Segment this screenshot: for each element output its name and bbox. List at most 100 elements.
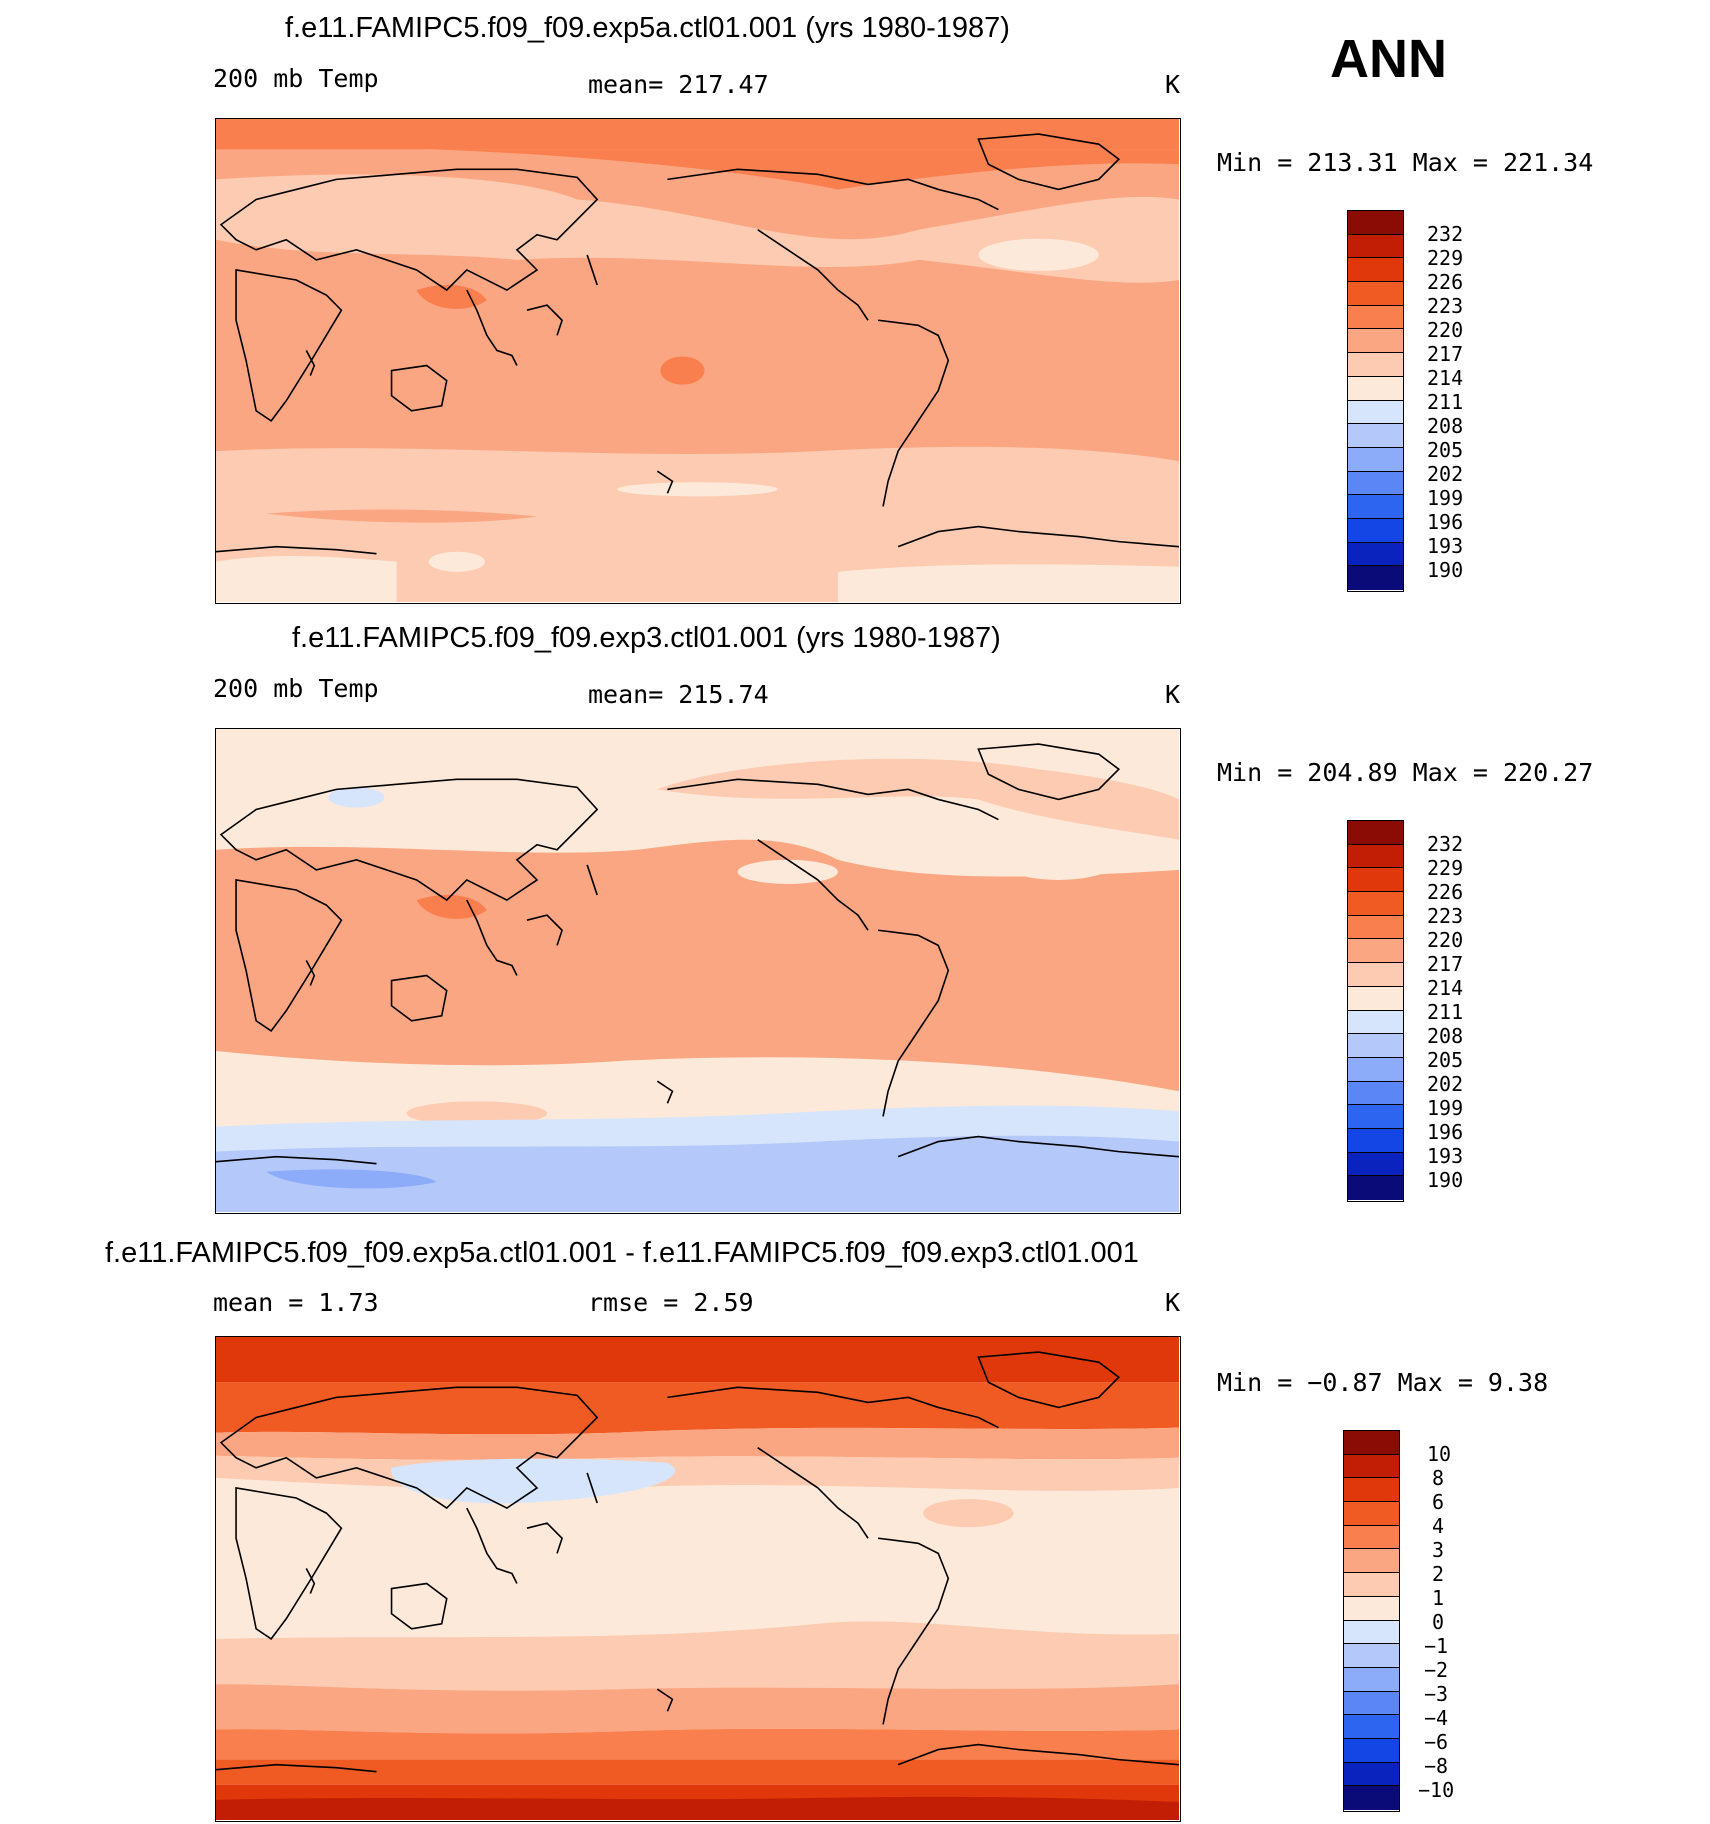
panel1-field-antarctic-min-west	[216, 555, 397, 602]
panel3-field-south-2	[216, 1684, 1179, 1734]
panel2-colorbar-label: 232	[1427, 832, 1464, 856]
panel1-title: f.e11.FAMIPC5.f09_f09.exp5a.ctl01.001 (y…	[285, 12, 1010, 44]
panel3-colorbar-swatch	[1344, 1762, 1399, 1787]
panel3-colorbar-label: 2	[1432, 1562, 1445, 1586]
panel2-colorbar-swatch	[1348, 1128, 1403, 1153]
panel3-colorbar-label: −10	[1418, 1778, 1455, 1802]
panel1-units-label: K	[1165, 70, 1181, 99]
panel2-colorbar-label: 214	[1427, 976, 1464, 1000]
panel2-map	[215, 728, 1181, 1214]
season-label: ANN	[1330, 29, 1447, 89]
panel1-colorbar-swatch	[1348, 471, 1403, 496]
panel1-colorbar-swatch	[1348, 447, 1403, 472]
panel2-units-label: K	[1165, 680, 1181, 709]
panel3-colorbar-swatch	[1344, 1738, 1399, 1763]
panel1-colorbar-label: 208	[1427, 414, 1464, 438]
panel2-variable-label: 200 mb Temp	[213, 674, 379, 703]
panel3-field-arctic-2	[216, 1427, 1179, 1460]
panel2-colorbar-swatch	[1348, 1010, 1403, 1035]
panel3-colorbar-label: 10	[1427, 1442, 1452, 1466]
panel3-colorbar-swatch	[1344, 1786, 1399, 1810]
panel3-colorbar-swatch	[1344, 1644, 1399, 1668]
panel1-field-south-band	[266, 509, 537, 523]
panel3-colorbar-label: −4	[1424, 1706, 1449, 1730]
panel1-colorbar-swatch	[1348, 258, 1403, 283]
panel1-field-south-min	[617, 482, 778, 497]
panel1-mean-label: mean= 217.47	[588, 70, 769, 99]
panel2-colorbar-label: 208	[1427, 1024, 1464, 1048]
panel2-colorbar-label: 199	[1427, 1096, 1464, 1120]
panel2-coastlines	[216, 743, 1179, 1165]
panel2-minmax: Min = 204.89 Max = 220.27	[1217, 758, 1594, 787]
panel1-coastlines	[216, 133, 1179, 555]
panel1-colorbar-swatch	[1348, 329, 1403, 354]
panel3-field-arctic-4	[216, 1382, 1179, 1435]
panel1-field-arctic	[216, 119, 1179, 150]
panel2-field-polar-min	[266, 1169, 437, 1189]
panel1-field-antarctic-min-east	[837, 564, 1179, 602]
panel2-field-south-band	[406, 1101, 548, 1126]
panel2-colorbar-swatch	[1348, 963, 1403, 987]
panel1-map-svg	[216, 119, 1179, 602]
panel1-colorbar-swatch	[1348, 305, 1403, 330]
panel3-colorbar-label: −1	[1424, 1634, 1449, 1658]
panel3-colorbar-label: 0	[1432, 1610, 1445, 1634]
panel2-colorbar-swatch	[1348, 1034, 1403, 1058]
panel2-colorbar-label: 217	[1427, 952, 1464, 976]
panel1-colorbar-label: 214	[1427, 366, 1464, 390]
panel1-field-atlantic-min	[978, 238, 1099, 271]
panel2-colorbar-swatch	[1348, 821, 1403, 845]
panel3-title: f.e11.FAMIPC5.f09_f09.exp5a.ctl01.001 - …	[105, 1237, 1139, 1269]
panel2-field-polar	[216, 1135, 1179, 1212]
panel2-field-tibet-max	[416, 894, 487, 919]
panel2-mean-label: mean= 215.74	[588, 680, 769, 709]
panel2-colorbar-swatch	[1348, 986, 1403, 1011]
panel2-colorbar-label: 223	[1427, 904, 1464, 928]
panel3-rmse-label: rmse = 2.59	[588, 1288, 754, 1317]
panel1-colorbar-swatch	[1348, 424, 1403, 448]
panel3-colorbar-label: −2	[1424, 1658, 1449, 1682]
panel2-colorbar-label: 202	[1427, 1072, 1464, 1096]
panel1-colorbar-label: 205	[1427, 438, 1464, 462]
panel3-field-atlantic-patch	[923, 1499, 1014, 1528]
panel3-field-south-1	[216, 1621, 1179, 1691]
panel3-coastlines	[216, 1351, 1179, 1773]
panel1-minmax: Min = 213.31 Max = 221.34	[1217, 148, 1594, 177]
panel2-colorbar-swatch	[1348, 1081, 1403, 1106]
panel3-colorbar-label: 6	[1432, 1490, 1445, 1514]
panel1-colorbar	[1347, 210, 1404, 592]
panel2-map-svg	[216, 729, 1179, 1212]
panel2-colorbar-swatch	[1348, 892, 1403, 916]
panel1-colorbar-swatch	[1348, 211, 1403, 235]
panel3-field-arctic-6	[216, 1337, 1179, 1383]
panel3-colorbar-swatch	[1344, 1573, 1399, 1597]
panel1-colorbar-label: 220	[1427, 318, 1464, 342]
panel1-colorbar-label: 223	[1427, 294, 1464, 318]
panel3-colorbar-swatch	[1344, 1431, 1399, 1455]
panel2-colorbar-swatch	[1348, 868, 1403, 893]
panel3-colorbar-swatch	[1344, 1667, 1399, 1692]
panel1-colorbar-swatch	[1348, 353, 1403, 377]
panel3-colorbar-label: −8	[1424, 1754, 1449, 1778]
panel2-title: f.e11.FAMIPC5.f09_f09.exp3.ctl01.001 (yr…	[292, 622, 1001, 654]
panel3-colorbar-label: 8	[1432, 1466, 1445, 1490]
panel3-units-label: K	[1165, 1288, 1181, 1317]
panel3-colorbar-swatch	[1344, 1715, 1399, 1739]
panel1-field-antarctic-min-center	[428, 551, 485, 572]
panel1-colorbar-label: 196	[1427, 510, 1464, 534]
panel3-colorbar-label: 3	[1432, 1538, 1445, 1562]
panel3-minmax: Min = −0.87 Max = 9.38	[1217, 1368, 1549, 1397]
panel3-colorbar-swatch	[1344, 1502, 1399, 1526]
panel2-colorbar-label: 220	[1427, 928, 1464, 952]
panel2-colorbar-swatch	[1348, 1105, 1403, 1129]
panel1-colorbar-swatch	[1348, 518, 1403, 543]
panel2-colorbar-swatch	[1348, 939, 1403, 964]
panel2-field-north-band	[657, 758, 1179, 840]
panel1-colorbar-label: 229	[1427, 246, 1464, 270]
panel1-colorbar-label: 232	[1427, 222, 1464, 246]
panel2-colorbar-swatch	[1348, 915, 1403, 940]
panel3-map-svg	[216, 1337, 1179, 1820]
panel2-colorbar-label: 229	[1427, 856, 1464, 880]
panel2-colorbar-swatch	[1348, 1176, 1403, 1200]
panel2-field-europe-cold	[328, 787, 385, 808]
